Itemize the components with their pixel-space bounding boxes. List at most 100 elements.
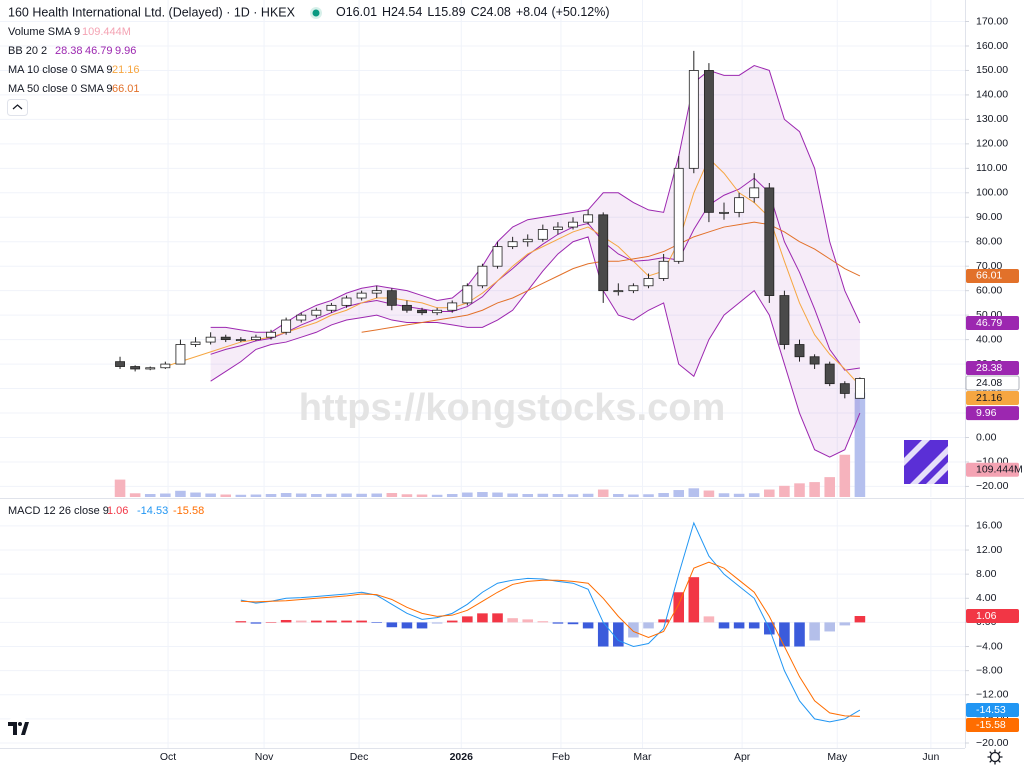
volume-bar [341, 493, 352, 497]
legend-collapse-button[interactable] [7, 99, 28, 116]
settings-button[interactable] [987, 749, 1003, 765]
macd-line [240, 561, 860, 717]
candle-body [326, 304, 337, 311]
price-tag: 109.444M [966, 462, 1023, 477]
candle-body [341, 297, 352, 306]
legend-value: -15.58 [173, 505, 204, 517]
y-tick-label: 4.00 [976, 592, 997, 604]
histogram-bar [839, 622, 851, 626]
volume-bar [295, 493, 307, 497]
volume-bar [129, 493, 141, 497]
price-tag-bg [966, 361, 1019, 376]
volume-bar [552, 494, 564, 497]
y-tick-label: 140.00 [976, 89, 1008, 101]
candle-body [266, 331, 276, 338]
histogram-bar [658, 619, 669, 623]
y-tick-label: −8.00 [976, 664, 1003, 676]
histogram-bar [522, 619, 534, 623]
candle-body [205, 336, 216, 343]
price-tag-label: 24.08 [976, 377, 1002, 389]
volume-bar [643, 494, 654, 497]
histogram-bar [250, 622, 262, 624]
marks-layer [114, 50, 866, 723]
candle-body [688, 70, 699, 169]
histogram-bar [688, 577, 700, 623]
y-tick-label: 0.00 [976, 431, 997, 443]
volume-bar [265, 494, 277, 497]
candle-body [401, 304, 412, 311]
tags-layer: 66.01 46.79 28.38 24.08 21.16 9.96 109.444M 1.0… [965, 268, 1023, 733]
histogram-bar [446, 620, 458, 623]
price-tag-label: 109.444M [976, 464, 1023, 476]
settings-icon-teeth [987, 749, 1003, 765]
price-tag: 24.08 [965, 375, 1020, 391]
x-tick-label: Jun [922, 751, 939, 763]
volume-bar [764, 489, 775, 497]
price-tag-bg [966, 268, 1019, 283]
x-tick-label: Feb [552, 751, 570, 763]
legend-label: BB 20 2 [8, 45, 47, 57]
volume-bar [144, 494, 156, 497]
candle-body [507, 241, 518, 248]
volume-bar [658, 493, 669, 497]
ohlc-value: 15.89 [434, 5, 465, 19]
volume-bar [311, 494, 322, 497]
histogram-bar [567, 622, 579, 625]
candle-body [462, 285, 473, 304]
y-tick-label: −4.00 [976, 640, 1003, 652]
price-tag-bg [965, 375, 1020, 391]
histogram-bar [326, 620, 337, 623]
candle-body [160, 363, 171, 369]
histogram-bar [401, 622, 413, 629]
candle-body [809, 356, 820, 365]
price-tag-bg [966, 609, 1019, 624]
candle-body [251, 336, 261, 341]
volume-bar [613, 494, 624, 497]
histogram-bar [386, 622, 398, 628]
logo-stripes [904, 440, 948, 484]
legend-value: 66.01 [112, 83, 140, 95]
candle-body [824, 363, 835, 385]
tv-logo [6, 716, 30, 740]
x-tick-label: Dec [350, 751, 369, 763]
x-tick-label: 2026 [450, 751, 474, 763]
x-tick-label: Mar [633, 751, 652, 763]
candle-body [734, 197, 745, 213]
candle-body [583, 214, 594, 223]
x-tick-label: May [827, 751, 848, 763]
price-tag: 1.06 [966, 609, 1019, 624]
histogram-bar [628, 622, 639, 638]
volume-bar [220, 494, 232, 497]
candle-body [220, 336, 231, 341]
price-tag-bg [966, 406, 1019, 421]
price-tag-bg [966, 703, 1019, 718]
market-status-dot [312, 9, 320, 17]
volume-bar [673, 490, 685, 497]
ohlc-prefix: H [382, 5, 391, 19]
ohlc-value: 24.54 [391, 5, 422, 19]
candle-body [613, 290, 624, 293]
legend-value: 9.96 [115, 45, 136, 57]
volume-bar [839, 454, 851, 497]
volume-bar [205, 493, 216, 497]
x-tick-label: Nov [255, 751, 274, 763]
volume-bar [477, 492, 488, 497]
histogram-bar [492, 613, 503, 623]
y-tick-label: −20.00 [976, 737, 1009, 749]
ohlc-value: 24.08 [480, 5, 511, 19]
price-tag-label: 1.06 [976, 610, 997, 622]
legend-label: MA 50 close 0 SMA 9 [8, 83, 113, 95]
candle-body [749, 187, 760, 199]
candle-body [447, 302, 458, 311]
volume-bar [431, 494, 443, 497]
ohlc-prefix: O [336, 5, 346, 19]
histogram-bar [748, 622, 760, 629]
candle-body [794, 344, 805, 358]
volume-bar [190, 492, 201, 497]
price-tag: -15.58 [966, 718, 1019, 733]
volume-bar [492, 492, 503, 497]
y-tick-label: 40.00 [976, 333, 1002, 345]
y-tick-label: 100.00 [976, 187, 1008, 199]
candle-body [296, 314, 307, 321]
settings-icon [989, 751, 1001, 763]
